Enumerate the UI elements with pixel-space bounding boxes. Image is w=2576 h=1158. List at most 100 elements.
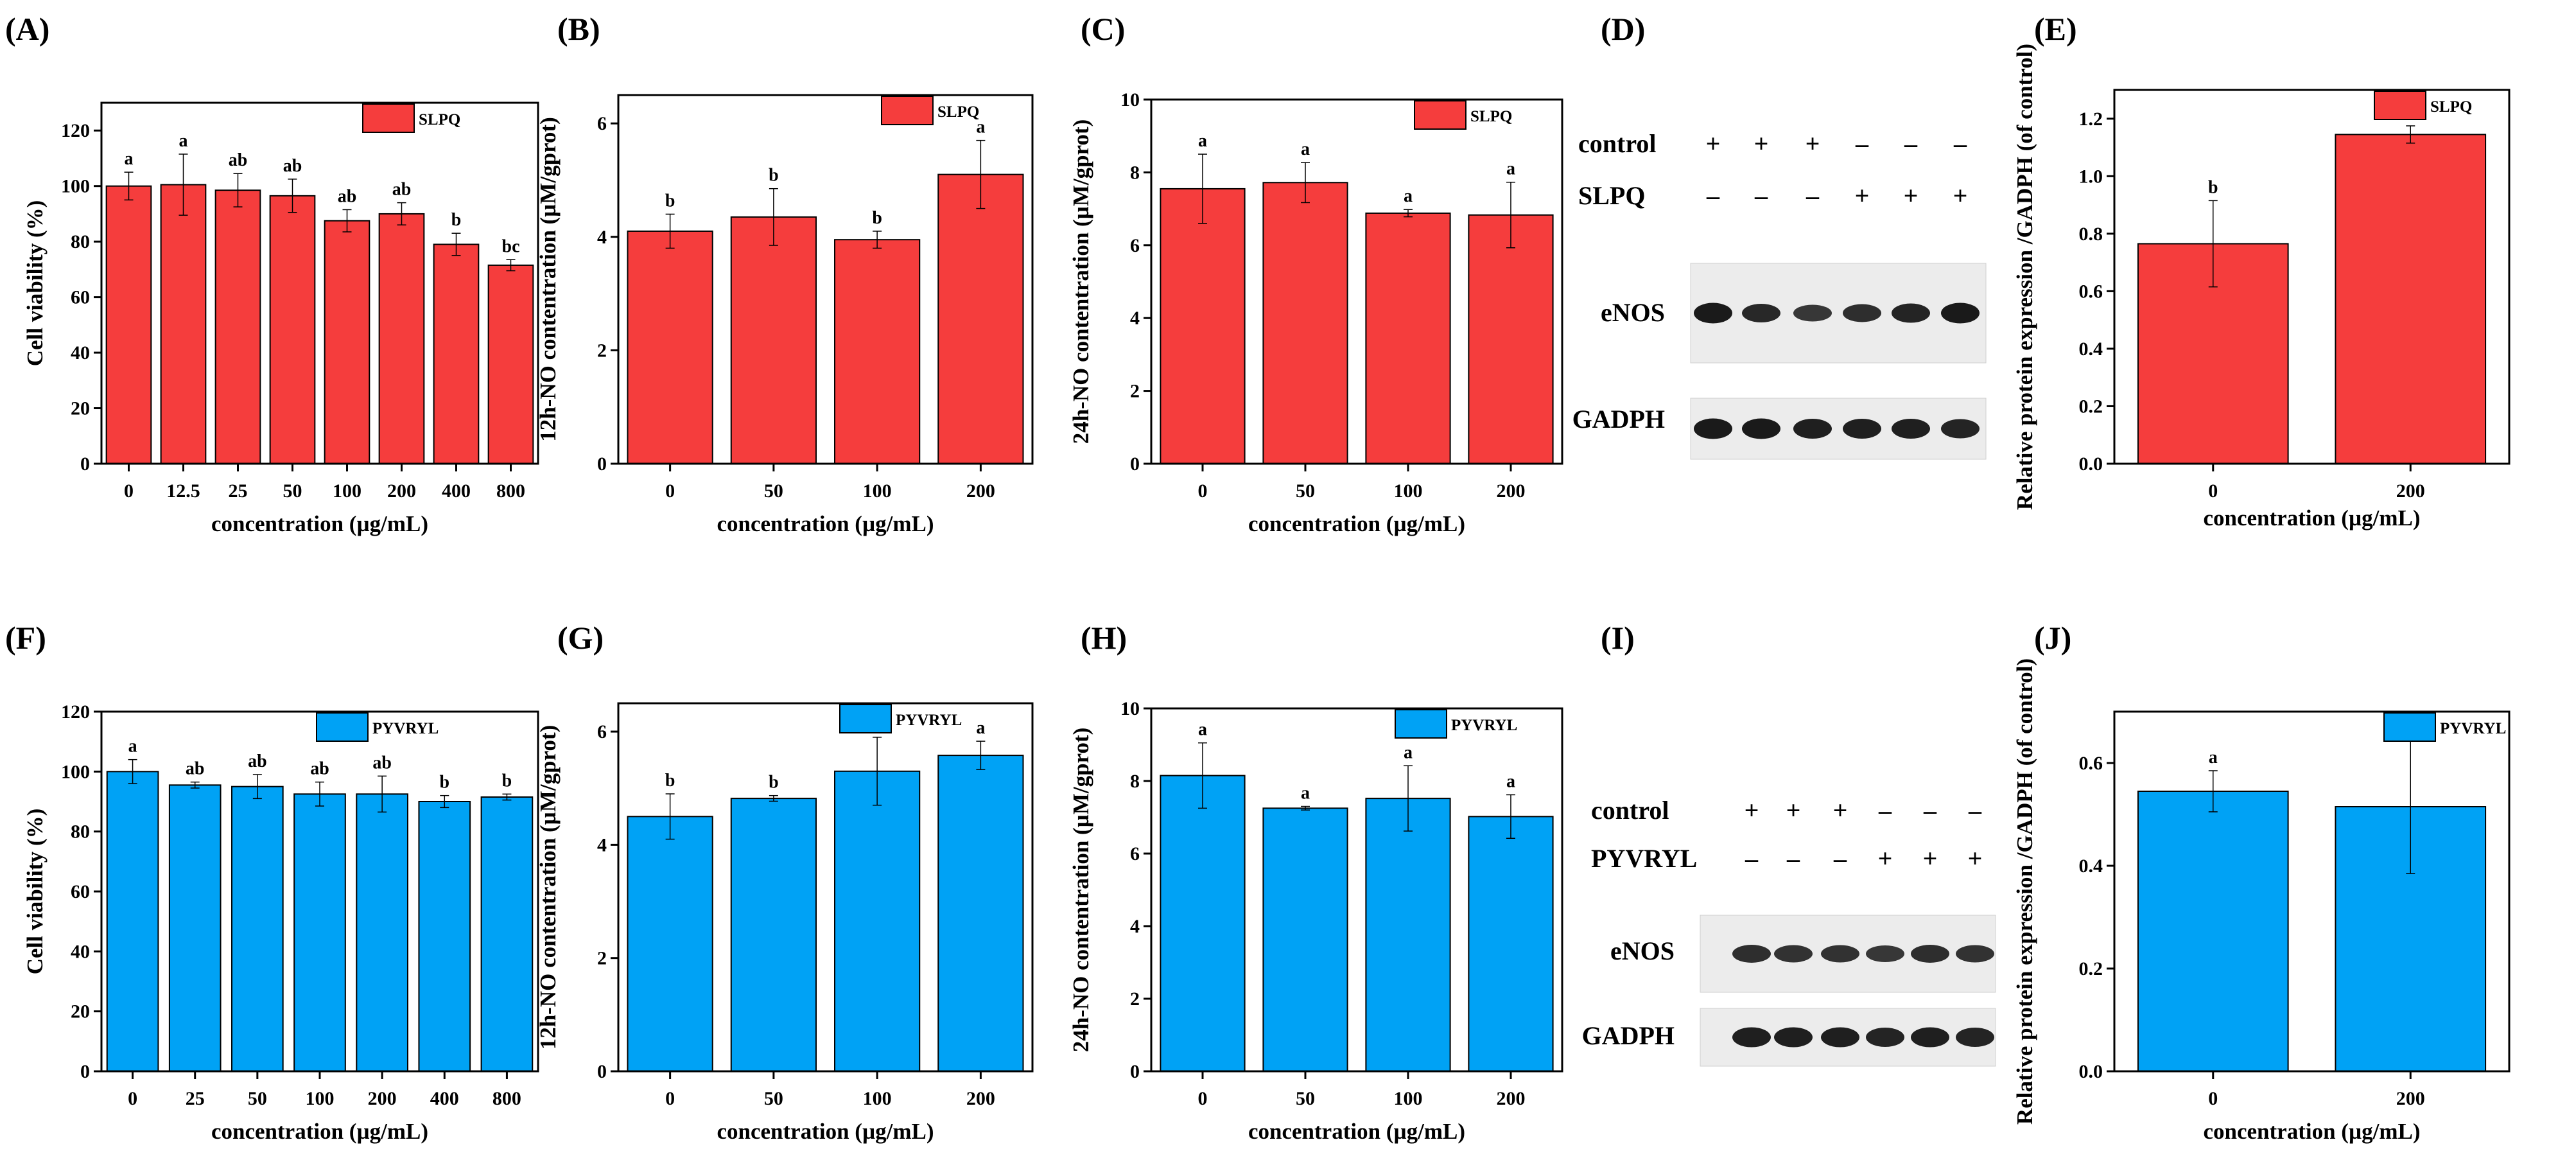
significance-letter: b [872, 208, 882, 228]
western-blot-D: (D) control + + + – – – SLPQ – – – + + + eNOS GADPH [1572, 11, 1987, 460]
chart-panel-C: (C) 0 2 4 6 8 10 a 0 a 50 a 100 a 200 concentration (µg… [1068, 11, 1563, 536]
significance-letter: b [769, 166, 779, 186]
y-tick-label: 0 [80, 453, 90, 475]
significance-letter: a [1198, 720, 1207, 740]
protein-band [1732, 945, 1771, 963]
legend-swatch [881, 96, 934, 125]
band-label: GADPH [1572, 405, 1665, 434]
y-axis-title: 12h-NO contentration (µM/gprot) [535, 117, 561, 442]
bar [1468, 816, 1554, 1072]
treatment-sign: – [1953, 129, 1967, 158]
treatment-row-label: SLPQ [1578, 181, 1645, 210]
x-tick-label: 0 [2208, 1088, 2218, 1109]
bar [1468, 214, 1554, 464]
significance-letter: b [665, 771, 675, 791]
treatment-sign: – [1706, 181, 1720, 210]
treatment-sign: – [1855, 129, 1869, 158]
y-tick-label: 60 [71, 881, 90, 902]
y-tick-label: 80 [71, 231, 90, 252]
significance-letter: ab [229, 150, 248, 170]
y-tick-label: 2 [597, 340, 607, 361]
bar [834, 239, 921, 464]
y-tick-label: 0 [597, 1061, 607, 1082]
x-tick-label: 200 [966, 480, 995, 502]
legend-label: SLPQ [1470, 108, 1512, 125]
x-tick-label: 0 [128, 1088, 137, 1109]
y-tick-label: 10 [1120, 89, 1140, 110]
x-axis-title: concentration (µg/mL) [1248, 1119, 1465, 1144]
treatment-sign: – [1923, 796, 1937, 825]
protein-band [1821, 1027, 1859, 1048]
y-axis-title: Relative protein expression /GADPH (of c… [2012, 658, 2037, 1125]
treatment-sign: + [1806, 129, 1820, 158]
x-tick-label: 400 [430, 1088, 459, 1109]
y-tick-label: 80 [71, 821, 90, 843]
bar [487, 264, 534, 464]
significance-letter: bc [502, 236, 520, 256]
bar [730, 216, 817, 464]
y-tick-label: 0.8 [2079, 224, 2103, 245]
plot-frame [2113, 710, 2511, 1073]
treatment-sign: + [1833, 796, 1848, 825]
y-tick-label: 2 [597, 948, 607, 969]
y-tick-label: 40 [71, 342, 90, 364]
significance-letter: ab [248, 751, 267, 771]
x-axis-title: concentration (µg/mL) [211, 511, 428, 536]
x-axis-title: concentration (µg/mL) [2203, 1119, 2420, 1144]
y-tick-label: 0.2 [2079, 396, 2103, 417]
bar [627, 816, 713, 1073]
legend-swatch [2374, 91, 2426, 120]
treatment-sign: – [1878, 796, 1892, 825]
blot-membrane [1690, 263, 1987, 364]
bar [106, 771, 159, 1073]
legend-swatch [362, 103, 415, 133]
x-tick-label: 50 [1296, 1088, 1315, 1109]
y-tick-label: 0 [80, 1061, 90, 1082]
bar [214, 189, 261, 464]
y-axis-title: 24h-NO contentration (µM/gprot) [1068, 119, 1093, 444]
protein-band [1742, 418, 1780, 439]
protein-band [1821, 945, 1859, 963]
significance-letter: b [502, 771, 512, 791]
treatment-row-label: PYVRYL [1591, 844, 1697, 873]
y-tick-label: 40 [71, 941, 90, 962]
protein-band [1742, 304, 1780, 322]
protein-band [1911, 945, 1949, 963]
treatment-sign: – [1833, 844, 1847, 873]
x-tick-label: 200 [368, 1088, 397, 1109]
y-tick-label: 0.0 [2079, 453, 2103, 475]
treatment-sign: + [1706, 129, 1721, 158]
x-tick-label: 0 [124, 480, 134, 502]
legend-label: SLPQ [2430, 98, 2472, 116]
panel-label: (C) [1081, 11, 1125, 47]
y-tick-label: 0.4 [2079, 855, 2103, 877]
legend-label: PYVRYL [896, 712, 962, 729]
x-axis-title: concentration (µg/mL) [717, 511, 934, 536]
band-label: eNOS [1601, 298, 1665, 327]
plot-frame [617, 94, 1034, 465]
y-axis-title: 24h-NO contentration (µM/gprot) [1068, 728, 1093, 1053]
plot-frame [1150, 98, 1563, 465]
chart-panel-F: (F) 0 20 40 60 80 100 120 a 0 ab 25 ab 50 ab 100 ab 200 b 4… [5, 620, 539, 1144]
bar [1160, 188, 1246, 464]
protein-band [1843, 419, 1881, 439]
y-tick-label: 60 [71, 287, 90, 308]
significance-letter: b [451, 210, 462, 230]
y-tick-label: 10 [1120, 698, 1140, 719]
panel-label: (J) [2034, 620, 2071, 656]
x-tick-label: 25 [186, 1088, 205, 1109]
chart-panel-B: (B) 0 2 4 6 b 0 b 50 b 100 a 200 concentration (µg/mL… [535, 11, 1034, 536]
significance-letter: ab [310, 759, 329, 779]
protein-band [1911, 1027, 1949, 1048]
panel-label: (A) [5, 11, 49, 47]
y-tick-label: 20 [71, 1001, 90, 1022]
y-tick-label: 120 [61, 701, 90, 723]
y-tick-label: 1.2 [2079, 109, 2103, 130]
panel-label: (F) [5, 620, 46, 656]
y-tick-label: 4 [597, 227, 607, 248]
x-tick-label: 100 [333, 480, 361, 502]
x-axis-title: concentration (µg/mL) [717, 1119, 934, 1144]
bar [231, 785, 284, 1072]
x-tick-label: 50 [1296, 480, 1315, 502]
x-tick-label: 0 [1198, 480, 1208, 502]
